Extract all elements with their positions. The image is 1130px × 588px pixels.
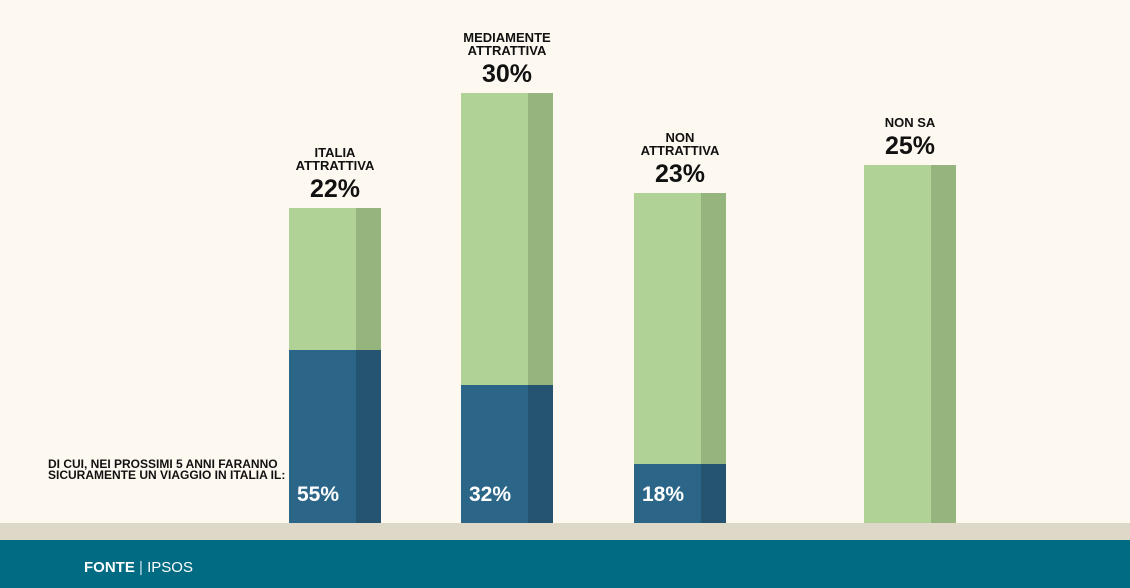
base-strip — [0, 523, 1130, 540]
share-note: DI CUI, NEI PROSSIMI 5 ANNI FARANNO SICU… — [48, 457, 286, 482]
bar — [461, 93, 553, 523]
source-name: IPSOS — [147, 559, 193, 576]
share-side — [528, 385, 553, 523]
category-label: MEDIAMENTE ATTRATTIVA — [463, 30, 551, 59]
share-side — [701, 463, 726, 523]
bar-label: ITALIA ATTRATTIVA 22% — [275, 146, 395, 204]
source-label: FONTE — [84, 559, 135, 576]
bar-label: NON SA 25% — [850, 116, 970, 161]
share-label: 32% — [469, 483, 512, 506]
share-label: 18% — [642, 483, 685, 506]
bar — [864, 164, 956, 523]
bar-side — [931, 164, 956, 523]
bar-label: MEDIAMENTE ATTRATTIVA 30% — [447, 31, 567, 89]
value-label: 22% — [309, 174, 361, 203]
separator: | — [139, 559, 143, 576]
value-label: 30% — [481, 60, 533, 89]
share-side — [356, 349, 381, 523]
category-label: ITALIA ATTRATTIVA — [295, 144, 375, 173]
share-label: 55% — [297, 483, 340, 506]
footer: FONTE | IPSOS — [0, 540, 1130, 588]
value-label: 23% — [654, 160, 706, 189]
value-label: 25% — [884, 131, 936, 160]
source: FONTE | IPSOS — [84, 559, 193, 576]
bar — [634, 193, 726, 523]
share-segment — [461, 385, 553, 523]
bar — [289, 207, 381, 523]
share-segment — [289, 349, 381, 523]
category-label: NON ATTRATTIVA — [640, 130, 720, 159]
category-label: NON SA — [884, 114, 936, 130]
share-segment — [634, 463, 726, 523]
bar-label: NON ATTRATTIVA 23% — [620, 131, 740, 189]
